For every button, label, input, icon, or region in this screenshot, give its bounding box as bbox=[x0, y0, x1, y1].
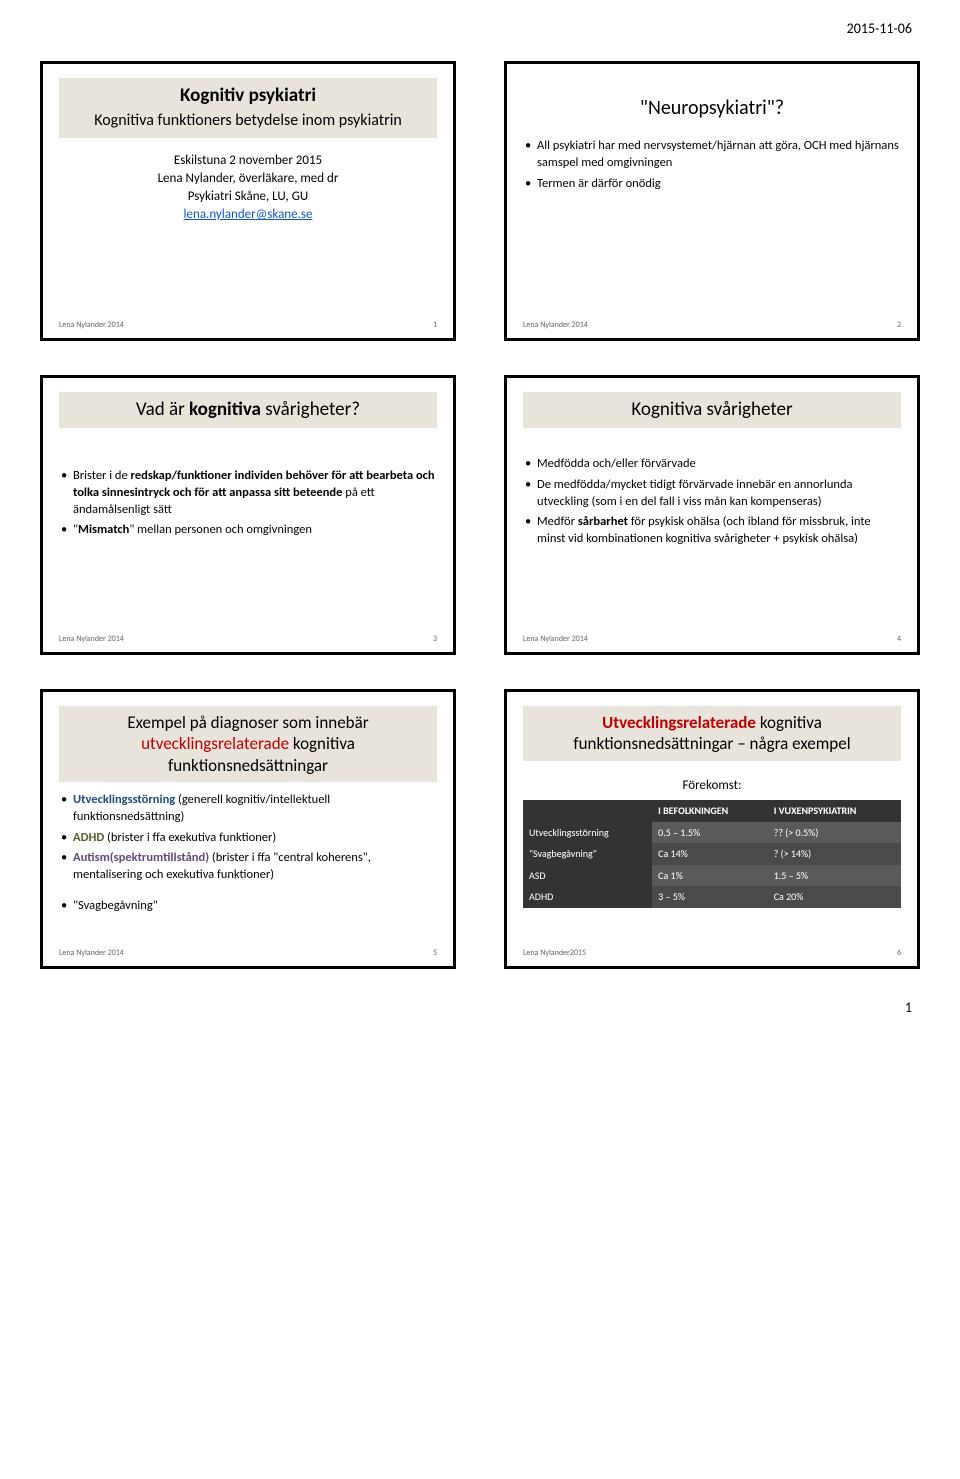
bullet-post: " mellan personen och omgivningen bbox=[129, 522, 312, 537]
th-blank bbox=[523, 800, 652, 822]
title-line1: Exempel på diagnoser som innebär bbox=[127, 712, 368, 733]
cell-label: ADHD bbox=[523, 886, 652, 908]
subtitle-line: Psykiatri Skåne, LU, GU bbox=[59, 188, 437, 206]
title-bold: kognitiva bbox=[189, 398, 261, 421]
footer-author: Lena Nylander2015 bbox=[523, 948, 586, 958]
title-red: Utvecklingsrelaterade bbox=[602, 712, 756, 733]
cell-val: 1.5 – 5% bbox=[768, 865, 901, 887]
slide-footer: Lena Nylander 2014 3 bbox=[59, 634, 437, 644]
footer-num: 1 bbox=[433, 320, 437, 330]
cell-val: Ca 1% bbox=[652, 865, 768, 887]
bullet: All psykiatri har med nervsystemet/hjärn… bbox=[523, 138, 901, 172]
footer-num: 4 bbox=[897, 634, 901, 644]
cell-val: ? (> 14%) bbox=[768, 843, 901, 865]
slide-1: Kognitiv psykiatri Kognitiva funktioners… bbox=[40, 61, 456, 341]
footer-author: Lena Nylander 2014 bbox=[59, 634, 124, 644]
slide-body: Eskilstuna 2 november 2015 Lena Nylander… bbox=[59, 148, 437, 313]
slide-title: Kognitiv psykiatri Kognitiva funktioners… bbox=[59, 78, 437, 138]
bullet: Autism(spektrumtillstånd) (brister i ffa… bbox=[59, 850, 437, 884]
slide-6: Utvecklingsrelaterade kognitiva funktion… bbox=[504, 689, 920, 969]
email-link[interactable]: lena.nylander@skane.se bbox=[184, 207, 313, 222]
footer-num: 6 bbox=[897, 948, 901, 958]
forekomst-label: Förekomst: bbox=[523, 777, 901, 795]
bullet: Utvecklingsstörning (generell kognitiv/i… bbox=[59, 792, 437, 826]
subtitle-line: Eskilstuna 2 november 2015 bbox=[59, 152, 437, 170]
slide-title-line1: Kognitiv psykiatri bbox=[180, 84, 316, 107]
table-row: "Svagbegåvning" Ca 14% ? (> 14%) bbox=[523, 843, 901, 865]
th-psych: I VUXENPSYKIATRIN bbox=[768, 800, 901, 822]
title-pre: Vad är bbox=[136, 398, 189, 421]
footer-author: Lena Nylander 2014 bbox=[59, 948, 124, 958]
slide-body: All psykiatri har med nervsystemet/hjärn… bbox=[523, 138, 901, 312]
title-post: svårigheter? bbox=[261, 398, 360, 421]
cell-label: Utvecklingsstörning bbox=[523, 822, 652, 844]
slide-title: Vad är kognitiva svårigheter? bbox=[59, 392, 437, 428]
bullet: "Svagbegåvning" bbox=[59, 898, 437, 915]
bullet-bold: Utvecklingsstörning bbox=[73, 792, 175, 807]
bullet: De medfödda/mycket tidigt förvärvade inn… bbox=[523, 477, 901, 511]
slide-3: Vad är kognitiva svårigheter? Brister i … bbox=[40, 375, 456, 655]
footer-num: 2 bbox=[897, 320, 901, 330]
th-pop: I BEFOLKNINGEN bbox=[652, 800, 768, 822]
table-row: ADHD 3 – 5% Ca 20% bbox=[523, 886, 901, 908]
bullet-bold: sårbarhet bbox=[578, 514, 631, 529]
page-number: 1 bbox=[40, 999, 920, 1016]
table-row: ASD Ca 1% 1.5 – 5% bbox=[523, 865, 901, 887]
slide-body: Brister i de redskap/funktioner individe… bbox=[59, 468, 437, 626]
slide-4: Kognitiva svårigheter Medfödda och/eller… bbox=[504, 375, 920, 655]
slide-footer: Lena Nylander 2014 2 bbox=[523, 320, 901, 330]
bullet: Brister i de redskap/funktioner individe… bbox=[59, 468, 437, 519]
prevalence-table: I BEFOLKNINGEN I VUXENPSYKIATRIN Utveckl… bbox=[523, 800, 901, 908]
slide-title: Exempel på diagnoser som innebär utveckl… bbox=[59, 706, 437, 782]
bullet-bold: Autism(spektrumtillstånd) bbox=[73, 850, 209, 865]
subtitle-line: Lena Nylander, överläkare, med dr bbox=[59, 170, 437, 188]
bullet-post: (brister i ffa exekutiva funktioner) bbox=[104, 830, 276, 845]
slide-footer: Lena Nylander 2014 1 bbox=[59, 320, 437, 330]
slide-footer: Lena Nylander 2014 5 bbox=[59, 948, 437, 958]
slides-grid: Kognitiv psykiatri Kognitiva funktioners… bbox=[40, 61, 920, 969]
bullet-bold: Mismatch bbox=[78, 522, 129, 537]
bullet: ADHD (brister i ffa exekutiva funktioner… bbox=[59, 830, 437, 847]
slide-footer: Lena Nylander2015 6 bbox=[523, 948, 901, 958]
cell-val: Ca 14% bbox=[652, 843, 768, 865]
cell-val: 3 – 5% bbox=[652, 886, 768, 908]
footer-author: Lena Nylander 2014 bbox=[523, 634, 588, 644]
bullet-pre: Medför bbox=[537, 514, 578, 529]
bullet-pre: Brister i de bbox=[73, 468, 131, 483]
slide-5: Exempel på diagnoser som innebär utveckl… bbox=[40, 689, 456, 969]
footer-author: Lena Nylander 2014 bbox=[59, 320, 124, 330]
cell-val: 0.5 – 1.5% bbox=[652, 822, 768, 844]
bullet: "Mismatch" mellan personen och omgivning… bbox=[59, 522, 437, 539]
cell-label: "Svagbegåvning" bbox=[523, 843, 652, 865]
cell-val: ?? (> 0.5%) bbox=[768, 822, 901, 844]
slide-footer: Lena Nylander 2014 4 bbox=[523, 634, 901, 644]
footer-num: 3 bbox=[433, 634, 437, 644]
footer-num: 5 bbox=[433, 948, 437, 958]
slide-body: Utvecklingsstörning (generell kognitiv/i… bbox=[59, 792, 437, 940]
title-red: utvecklingsrelaterade bbox=[141, 733, 289, 754]
bullet: Medför sårbarhet för psykisk ohälsa (och… bbox=[523, 514, 901, 548]
bullet: Termen är därför onödig bbox=[523, 176, 901, 193]
page-date: 2015-11-06 bbox=[40, 20, 920, 37]
bullet-bold: ADHD bbox=[73, 830, 104, 845]
slide-title: Kognitiva svårigheter bbox=[523, 392, 901, 428]
subtitle-block: Eskilstuna 2 november 2015 Lena Nylander… bbox=[59, 152, 437, 225]
table-row: Utvecklingsstörning 0.5 – 1.5% ?? (> 0.5… bbox=[523, 822, 901, 844]
slide-body: Medfödda och/eller förvärvade De medfödd… bbox=[523, 456, 901, 626]
slide-heading-wrap: "Neuropsykiatri"? bbox=[523, 96, 901, 120]
cell-val: Ca 20% bbox=[768, 886, 901, 908]
table-header-row: I BEFOLKNINGEN I VUXENPSYKIATRIN bbox=[523, 800, 901, 822]
slide-2: "Neuropsykiatri"? All psykiatri har med … bbox=[504, 61, 920, 341]
slide-heading: "Neuropsykiatri"? bbox=[640, 96, 784, 120]
cell-label: ASD bbox=[523, 865, 652, 887]
slide-title: Utvecklingsrelaterade kognitiva funktion… bbox=[523, 706, 901, 761]
bullet: Medfödda och/eller förvärvade bbox=[523, 456, 901, 473]
slide-title-line2: Kognitiva funktioners betydelse inom psy… bbox=[94, 111, 402, 130]
footer-author: Lena Nylander 2014 bbox=[523, 320, 588, 330]
slide-body: Förekomst: I BEFOLKNINGEN I VUXENPSYKIAT… bbox=[523, 771, 901, 941]
